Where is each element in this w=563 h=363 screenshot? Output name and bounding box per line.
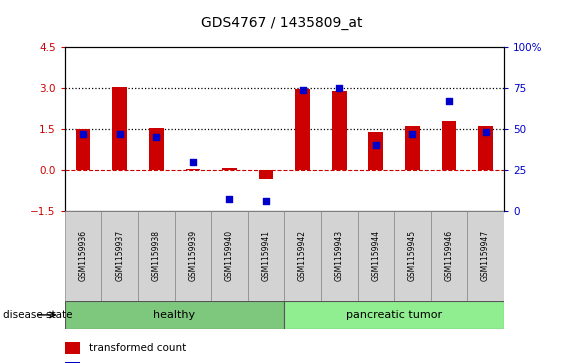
Text: GSM1159938: GSM1159938 (152, 231, 160, 281)
Point (445, 98, 454, 104)
Bar (175, 211, 211, 301)
Point (334, 85, 343, 91)
Bar (284, 211, 321, 301)
Text: GDS4767 / 1435809_at: GDS4767 / 1435809_at (201, 16, 362, 30)
Bar (358, 211, 394, 301)
Bar (222, 168, 237, 170)
Text: GSM1159936: GSM1159936 (79, 231, 87, 281)
Text: healthy: healthy (154, 310, 195, 320)
Bar (65, 342, 80, 354)
Text: GSM1159943: GSM1159943 (335, 231, 343, 281)
Text: GSM1159940: GSM1159940 (225, 231, 234, 281)
Bar (211, 211, 248, 301)
Bar (186, 169, 200, 170)
Bar (431, 211, 467, 301)
Point (408, 131, 417, 136)
Bar (248, 211, 284, 301)
Bar (65, 211, 101, 301)
Bar (101, 211, 138, 301)
Point (261, 198, 270, 204)
Bar (332, 91, 347, 170)
Text: GSM1159947: GSM1159947 (481, 231, 490, 281)
Text: GSM1159941: GSM1159941 (262, 231, 270, 281)
Bar (467, 211, 504, 301)
Bar (65, 362, 80, 363)
Text: GSM1159944: GSM1159944 (372, 231, 380, 281)
Bar (149, 127, 164, 170)
Point (298, 87, 307, 93)
Bar (321, 211, 358, 301)
Point (115, 131, 124, 136)
Point (152, 134, 161, 140)
Bar (479, 126, 493, 170)
Text: transformed count: transformed count (89, 343, 186, 353)
Point (79, 131, 88, 136)
Text: GSM1159945: GSM1159945 (408, 231, 417, 281)
Point (188, 159, 197, 164)
Point (225, 196, 234, 202)
Bar (113, 87, 127, 170)
Point (481, 129, 490, 135)
Text: GSM1159946: GSM1159946 (445, 231, 453, 281)
Text: GSM1159942: GSM1159942 (298, 231, 307, 281)
Text: pancreatic tumor: pancreatic tumor (346, 310, 442, 320)
Bar (258, 170, 274, 179)
Bar (295, 89, 310, 170)
Bar (75, 129, 91, 170)
Bar (138, 211, 175, 301)
Bar (442, 121, 457, 170)
Bar (394, 211, 431, 301)
Text: GSM1159939: GSM1159939 (189, 231, 197, 281)
Text: GSM1159937: GSM1159937 (115, 231, 124, 281)
Bar (368, 132, 383, 170)
Bar (284, 301, 504, 329)
Text: disease state: disease state (3, 310, 72, 320)
Bar (405, 126, 420, 170)
Bar (65, 301, 284, 329)
Point (372, 142, 381, 148)
